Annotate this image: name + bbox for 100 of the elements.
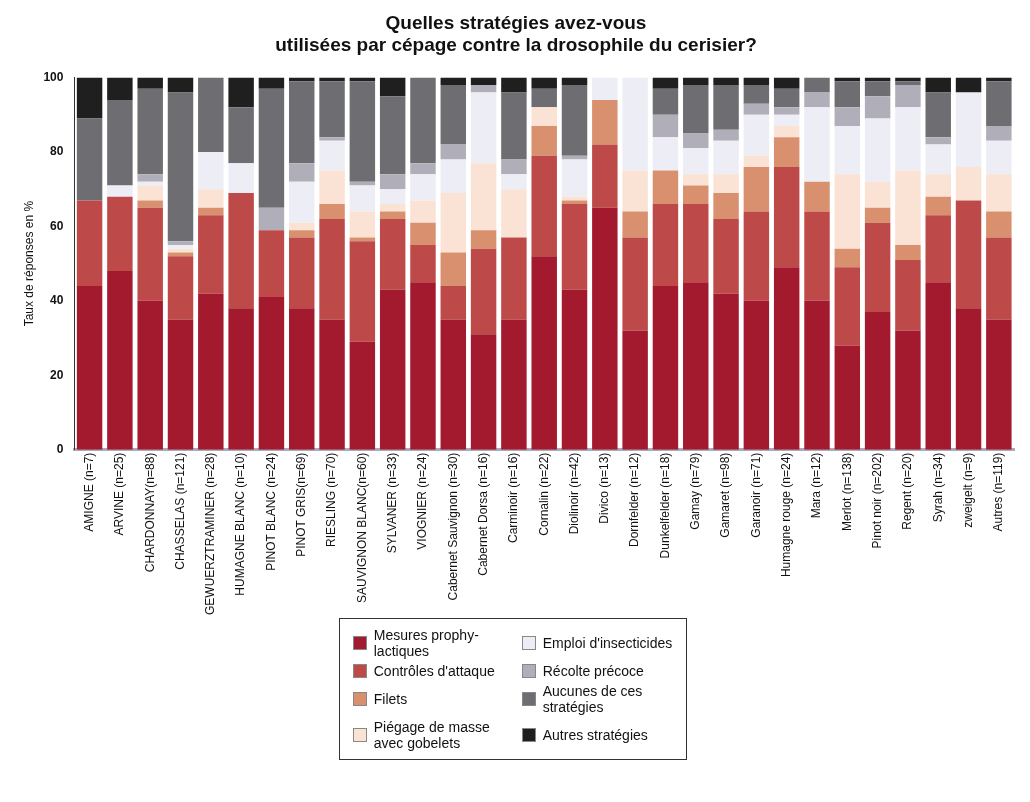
bar [410,282,436,450]
y-tick-label: 100 [43,69,64,84]
x-tick-label: zweigelt (n=9) [960,452,975,528]
legend-label: Emploi d'insecticides [542,635,673,651]
bar [531,155,557,257]
bar [76,285,103,450]
bar [834,125,861,175]
bar [228,163,254,193]
bar [561,289,588,450]
x-tick-label: Gamay (n=79) [688,452,703,530]
bar [622,237,648,331]
bar [592,207,618,450]
x-tick-label: CHARDONNAY(n=88) [142,452,157,573]
bar [440,285,467,320]
bar [107,271,133,450]
x-tick-label: PINOT BLANC (n=24) [263,452,278,571]
bar [501,77,527,93]
bar [652,204,679,286]
bar [773,114,800,126]
bar [258,297,285,450]
bar [561,204,588,290]
bar [76,77,103,119]
bar [137,185,163,201]
bar [925,196,951,216]
bar [864,81,891,97]
bar [501,174,527,190]
bar [743,155,770,167]
bar [410,200,436,223]
bar [319,204,345,219]
bar [319,170,345,205]
bar [925,144,951,175]
bar [501,92,527,160]
bar [379,218,406,290]
bar [258,230,285,298]
bar [198,189,224,208]
x-tick-label: Merlot (n=138) [839,452,854,532]
bar [713,293,739,450]
bar [379,204,406,212]
legend-label: Piégage de masse avec gobelets [373,719,490,751]
bar [167,92,194,242]
bar [713,85,739,130]
bar [440,77,467,86]
x-tick-label: SYLVANER (n=33) [384,452,399,554]
bar [743,211,770,301]
bar [167,252,194,257]
bar [258,77,285,89]
bar [561,77,588,86]
bar [167,319,194,450]
bar [107,99,133,186]
x-tick-label: Pinot noir (n=202) [869,452,884,549]
bar [683,148,709,175]
bar [440,144,467,160]
bar [895,259,921,331]
bar [652,285,679,450]
bar [804,107,830,182]
bar [167,256,194,320]
bar [501,319,527,450]
x-tick-label: ARVINE (n=25) [112,452,127,536]
bar [773,267,800,450]
bar [713,129,739,141]
legend-label: Mesures prophy- lactiques [373,627,479,659]
bar [531,107,557,126]
bar [743,103,770,115]
bar [379,96,406,175]
bar [379,174,406,190]
bar [379,211,406,219]
bar [349,341,376,450]
bar [773,125,800,138]
bar [258,88,285,208]
bar [319,319,345,450]
x-tick-label: Dunkelfelder (n=18) [657,452,672,559]
bar [925,174,951,197]
bar [470,77,497,86]
x-tick-label: Autres (n=119) [991,452,1006,532]
bar [501,189,527,238]
bar [319,140,345,171]
bar [804,300,830,450]
bar [864,96,891,119]
bar [349,211,376,238]
bar [864,311,891,450]
bar [76,200,103,286]
bar [289,308,315,450]
bar [652,88,679,115]
bar [501,237,527,320]
bar [319,137,345,141]
bar [773,77,800,89]
bar [319,218,345,320]
bar [440,252,467,286]
bar [379,189,406,205]
bar [864,181,891,208]
y-tick-label: 0 [56,441,64,456]
bar [198,152,224,190]
bar [683,282,709,450]
x-tick-label: Dornfelder (n=12) [627,452,642,548]
bar [622,77,648,171]
bar [804,92,830,108]
x-tick-label: SAUVIGNON BLANC(n=60) [354,452,369,604]
bar [955,92,982,167]
x-tick-label: VIOGNIER (n=24) [415,452,430,550]
bar [470,230,497,249]
